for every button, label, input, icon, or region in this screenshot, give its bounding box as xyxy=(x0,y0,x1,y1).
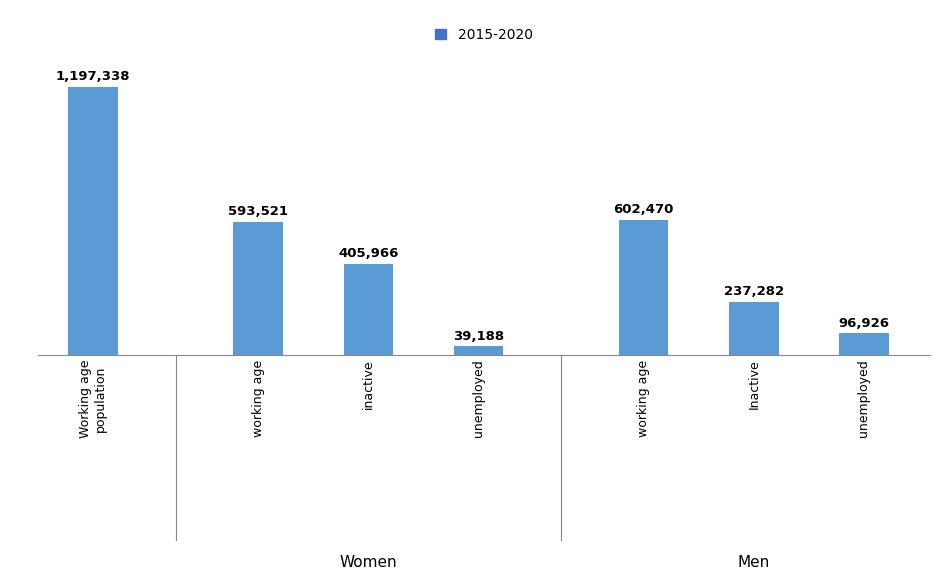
Bar xyxy=(839,333,888,355)
Text: Women: Women xyxy=(340,555,398,570)
Bar xyxy=(344,264,393,355)
Bar xyxy=(619,220,668,355)
Text: 96,926: 96,926 xyxy=(838,316,889,329)
Legend: 2015-2020: 2015-2020 xyxy=(436,28,532,42)
Text: Men: Men xyxy=(737,555,770,570)
Bar xyxy=(729,301,778,355)
Bar xyxy=(233,222,283,355)
Text: 405,966: 405,966 xyxy=(338,248,399,260)
Text: 39,188: 39,188 xyxy=(453,329,504,343)
Bar xyxy=(68,86,118,355)
Text: 237,282: 237,282 xyxy=(724,285,784,298)
Text: 593,521: 593,521 xyxy=(228,205,288,219)
Text: 602,470: 602,470 xyxy=(613,204,674,216)
Bar xyxy=(454,346,503,355)
Text: 1,197,338: 1,197,338 xyxy=(56,70,130,84)
